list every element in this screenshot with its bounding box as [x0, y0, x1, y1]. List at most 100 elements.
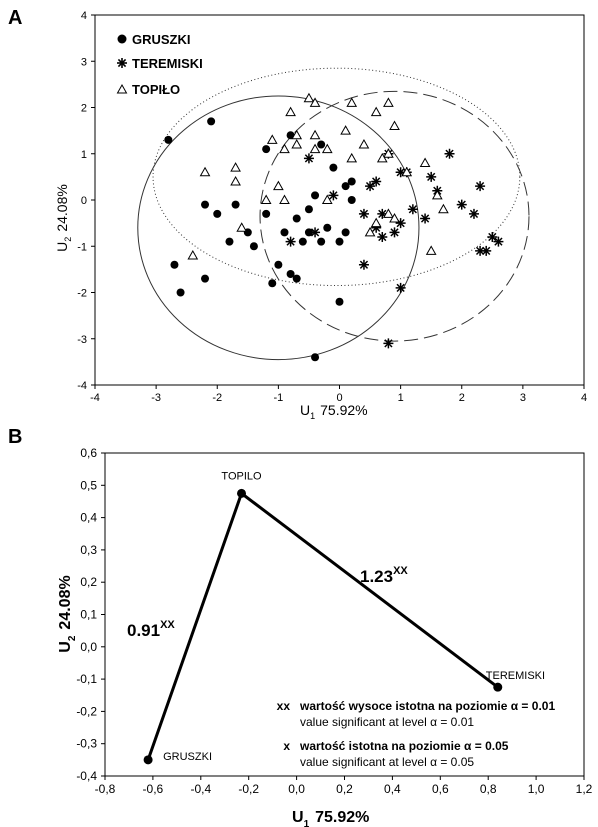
data-point-topi-o	[291, 129, 303, 140]
x-tick-label: 0,0	[288, 782, 305, 796]
data-point-gruszki	[176, 288, 185, 297]
data-point-topi-o	[309, 129, 321, 140]
data-point-topi-o	[340, 125, 351, 135]
data-point-gruszki	[274, 260, 283, 269]
data-point-teremiski	[456, 199, 467, 210]
x-tick-label: -4	[90, 392, 100, 404]
data-point-topi-o	[285, 106, 296, 117]
data-point-topi-o	[273, 180, 284, 191]
panel-a-ticks: -4 -3 -2 -1 0 1 2 3 4 -4 -3 -2 -1 0 1 2 3 4	[77, 10, 587, 404]
data-point-gruszki	[341, 228, 350, 237]
x-tick-label: 0,8	[480, 782, 497, 796]
centroid-point-topilo	[237, 488, 247, 498]
legend-label-topilo: TOPIŁO	[132, 82, 180, 97]
data-point-topi-o	[370, 106, 382, 117]
legend-dot-marker	[117, 34, 127, 44]
y-tick-label: -0,4	[76, 769, 97, 783]
data-point-gruszki	[347, 177, 356, 186]
x-tick-label: 0	[336, 392, 342, 404]
data-point-gruszki	[201, 200, 210, 209]
data-point-topi-o	[383, 148, 394, 158]
y-tick-label: 0,6	[80, 446, 97, 460]
confidence-ellipse-gruszki	[137, 95, 420, 361]
data-point-teremiski	[475, 181, 486, 192]
data-point-gruszki	[164, 135, 173, 144]
data-point-topi-o	[346, 97, 358, 107]
data-point-gruszki	[335, 297, 344, 306]
x-tick-label: -0,2	[238, 782, 259, 796]
data-point-gruszki	[286, 270, 295, 278]
data-point-topi-o	[279, 143, 290, 154]
x-tick-label: 1	[398, 392, 404, 404]
data-point-teremiski	[358, 208, 369, 219]
data-point-topi-o	[321, 143, 333, 154]
x-tick-label: 2	[459, 392, 465, 404]
y-tick-label: -4	[77, 380, 87, 392]
y-tick-label: 0,0	[80, 640, 97, 654]
data-point-gruszki	[262, 209, 271, 218]
data-point-gruszki	[341, 182, 350, 191]
data-point-gruszki	[311, 353, 320, 362]
x-tick-label: 0,4	[384, 782, 401, 796]
y-tick-label: -0,2	[76, 704, 97, 718]
panel-b-xlabel: U1 75.92%	[292, 809, 369, 827]
panel-b-points: GRUSZKI TOPILO TEREMISKI	[143, 470, 545, 765]
x-tick-label: -0,4	[190, 782, 211, 796]
data-point-topi-o	[389, 120, 400, 130]
data-point-gruszki	[329, 163, 338, 172]
data-point-topi-o	[383, 208, 394, 218]
x-tick-label: -2	[212, 392, 222, 404]
panel-b-ylabel: U224.08%	[57, 575, 78, 652]
x-tick-label: 1,0	[528, 782, 545, 796]
panel-a-ellipses	[137, 67, 530, 361]
data-point-teremiski	[365, 181, 376, 192]
distance-line-gruszki-topilo	[146, 492, 243, 761]
note-symbol-x: x	[283, 739, 290, 753]
confidence-ellipse-topi-o	[152, 67, 521, 287]
data-point-gruszki	[225, 237, 234, 246]
y-tick-label: -2	[77, 288, 87, 300]
x-tick-label: 0,6	[432, 782, 449, 796]
note-text-x: wartość istotna na poziomie α = 0.05	[299, 739, 509, 753]
centroid-label-teremiski: TEREMISKI	[486, 670, 545, 682]
data-point-gruszki	[311, 191, 320, 200]
data-point-gruszki	[201, 274, 210, 283]
centroid-point-teremiski	[493, 682, 503, 692]
data-point-gruszki	[213, 209, 222, 218]
y-tick-label: 4	[81, 10, 87, 22]
x-tick-label: -0,6	[143, 782, 164, 796]
legend-triangle-marker	[116, 83, 128, 94]
data-point-topi-o	[309, 97, 321, 107]
data-point-teremiski	[407, 204, 418, 215]
panel-b-label: B	[8, 426, 22, 448]
data-point-teremiski	[481, 245, 492, 256]
data-point-topi-o	[187, 249, 199, 260]
y-tick-label: 0,3	[80, 543, 97, 557]
x-tick-label: -0,8	[95, 782, 116, 796]
data-point-teremiski	[475, 245, 486, 256]
data-point-topi-o	[236, 222, 248, 232]
data-point-topi-o	[260, 194, 272, 204]
data-point-gruszki	[335, 237, 344, 246]
data-point-topi-o	[321, 194, 333, 204]
data-point-teremiski	[328, 190, 339, 201]
note-text-xx: wartość wysoce istotna na poziomie α = 0…	[299, 699, 555, 713]
y-tick-label: 0,2	[80, 575, 97, 589]
x-tick-label: -1	[273, 392, 283, 404]
data-point-gruszki	[249, 242, 258, 251]
panel-a: A -4 -3 -2 -1 0 1 2 3 4 -4 -3 -2 -1 0 1 2 3 4 GRUSZKI TER…	[8, 7, 587, 421]
data-point-topi-o	[419, 157, 431, 167]
y-tick-label: -0,3	[76, 737, 97, 751]
data-point-teremiski	[358, 259, 369, 270]
y-tick-label: 0,5	[80, 478, 97, 492]
data-point-topi-o	[266, 134, 278, 144]
panel-b-ticks: -0,8 -0,6 -0,4 -0,2 0,0 0,2 0,4 0,6 0,8 1,0 1,2 -0,…	[76, 446, 592, 796]
centroid-label-topilo: TOPILO	[221, 470, 262, 482]
data-point-topi-o	[438, 203, 449, 214]
data-point-topi-o	[346, 152, 358, 163]
data-point-teremiski	[285, 236, 296, 247]
data-point-teremiski	[493, 236, 504, 247]
data-point-topi-o	[291, 138, 303, 149]
x-tick-label: 1,2	[576, 782, 593, 796]
